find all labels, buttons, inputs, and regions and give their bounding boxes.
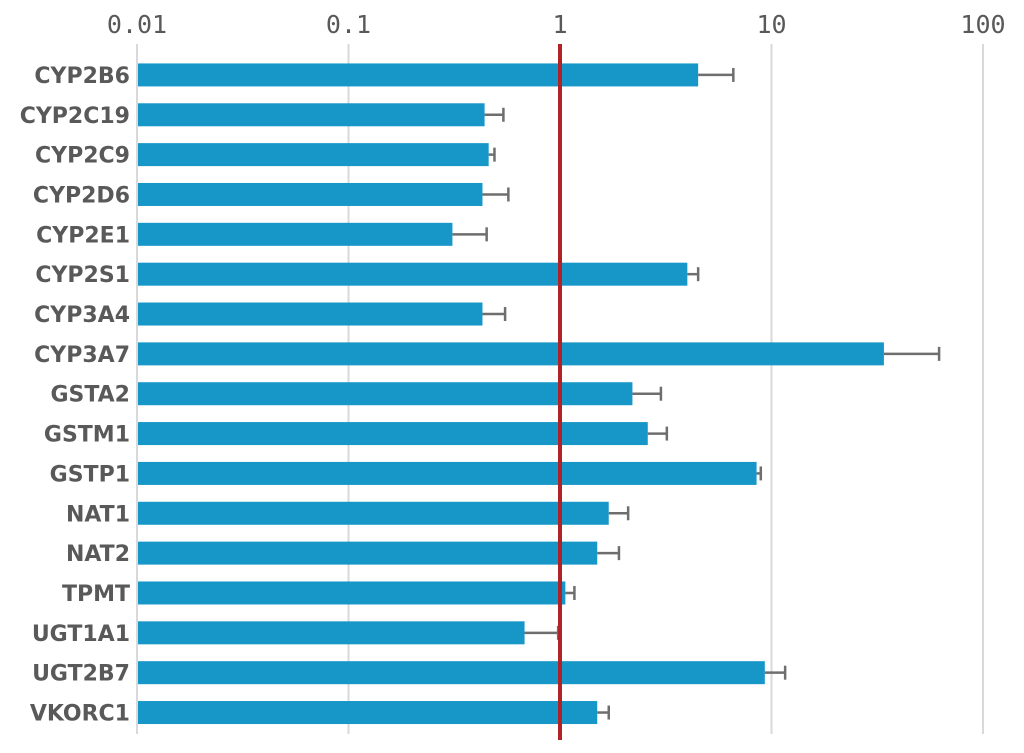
x-axis-tick-label: 0.1 [326, 10, 371, 39]
category-label-cyp3a7: CYP3A7 [34, 343, 130, 368]
bar-cyp3a4 [138, 302, 483, 326]
bar-nat2 [138, 541, 598, 565]
bar-ugt2b7 [138, 661, 765, 685]
bar-cyp2b6 [138, 63, 699, 87]
x-axis-tick-label: 0.01 [107, 10, 167, 39]
category-label-cyp2c19: CYP2C19 [20, 104, 130, 129]
bar-cyp2e1 [138, 222, 453, 246]
bar-tpmt [138, 581, 566, 605]
category-label-gsta2: GSTA2 [50, 383, 130, 408]
category-label-nat2: NAT2 [66, 542, 130, 567]
category-label-cyp3a4: CYP3A4 [34, 303, 130, 328]
category-label-gstm1: GSTM1 [44, 423, 130, 448]
category-label-cyp2d6: CYP2D6 [33, 183, 130, 208]
category-label-gstp1: GSTP1 [50, 462, 130, 487]
bar-cyp2c19 [138, 103, 485, 127]
bar-gsta2 [138, 382, 633, 406]
bar-cyp3a7 [138, 342, 884, 366]
bar-vkorc1 [138, 701, 598, 725]
bar-gstm1 [138, 422, 648, 446]
category-label-ugt1a1: UGT1A1 [32, 622, 130, 647]
bar-ugt1a1 [138, 621, 525, 645]
bar-cyp2c9 [138, 143, 489, 167]
bar-nat1 [138, 501, 609, 525]
category-label-cyp2b6: CYP2B6 [34, 64, 130, 89]
category-label-ugt2b7: UGT2B7 [32, 662, 130, 687]
x-axis-tick-label: 100 [960, 10, 1005, 39]
bar-gstp1 [138, 461, 757, 485]
bar-cyp2d6 [138, 182, 483, 206]
x-axis-tick-label: 1 [552, 10, 567, 39]
category-label-cyp2c9: CYP2C9 [35, 144, 130, 169]
bar-cyp2s1 [138, 262, 688, 286]
category-label-vkorc1: VKORC1 [30, 702, 130, 727]
category-label-cyp2s1: CYP2S1 [35, 263, 130, 288]
x-axis-tick-label: 10 [756, 10, 786, 39]
category-label-nat1: NAT1 [66, 502, 130, 527]
category-label-cyp2e1: CYP2E1 [36, 223, 130, 248]
category-label-tpmt: TPMT [62, 582, 130, 607]
